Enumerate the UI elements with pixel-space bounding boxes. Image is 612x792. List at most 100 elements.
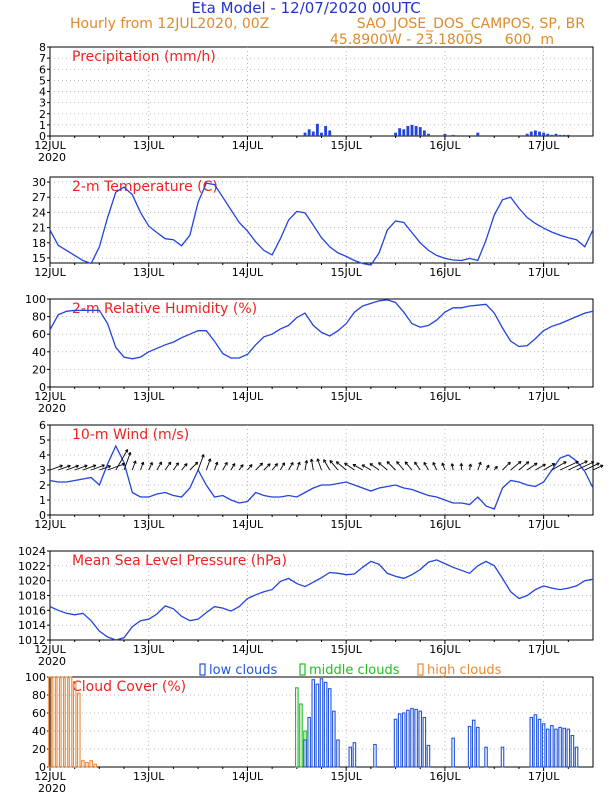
cloud-bar <box>426 744 431 768</box>
header-coords: 45.8900W - 23.1800S 600 m <box>330 32 554 48</box>
y-tick-label: 100 <box>25 293 46 306</box>
chart-title: Eta Model - 12/07/2020 00UTC <box>191 0 420 17</box>
precip-bar <box>427 133 430 136</box>
x-tick-label: 12JUL <box>34 139 66 152</box>
wind-arrow <box>323 459 331 471</box>
wind-arrow-head <box>432 462 436 465</box>
wind-arrow-head <box>323 459 327 462</box>
precip-bar <box>533 130 537 136</box>
cloud-bar <box>562 727 566 768</box>
wind-arrow-head <box>496 466 498 470</box>
wind-arrow <box>535 463 546 471</box>
wind-arrow <box>477 461 482 471</box>
wind-arrow <box>181 463 188 471</box>
panel-title: Mean Sea Level Pressure (hPa) <box>72 553 287 569</box>
cloud-bar <box>81 760 85 768</box>
x-tick-label: 13JUL <box>133 139 165 152</box>
precip-bar <box>315 123 319 136</box>
x-tick-label: 12JUL <box>34 643 66 656</box>
y-tick-label: 60 <box>32 328 46 341</box>
y-tick-label: 80 <box>32 689 46 702</box>
precip-bar <box>566 134 570 136</box>
y-tick-label: 1 <box>39 119 46 132</box>
cloud-bar <box>68 676 73 768</box>
x-tick-label: 14JUL <box>232 390 264 403</box>
cloud-bar <box>319 678 324 768</box>
cloud-bar <box>299 703 303 768</box>
wind-arrow <box>131 460 137 471</box>
wind-arrow <box>156 461 162 471</box>
y-tick-label: 1020 <box>18 575 46 588</box>
y-tick-label: 15 <box>32 252 46 265</box>
x-tick-label: 12JUL <box>34 390 66 403</box>
x-tick-label: 17JUL <box>528 266 560 279</box>
y-tick-label: 5 <box>39 434 46 447</box>
x-tick-label: 13JUL <box>133 266 165 279</box>
cloud-bar <box>397 713 402 768</box>
wind-arrow-head <box>317 458 320 462</box>
cloud-bar <box>541 723 546 768</box>
wind-arrow-head <box>250 464 253 468</box>
cloud-bar <box>348 746 353 768</box>
legend-swatch <box>417 663 424 676</box>
cloud-bar <box>352 742 357 768</box>
wind-arrow-head <box>527 461 530 465</box>
x-tick-label: 17JUL <box>528 770 560 783</box>
x-tick-label: 17JUL <box>528 643 560 656</box>
wind-arrow <box>344 462 355 471</box>
y-tick-label: 6 <box>39 63 46 76</box>
cloud-bar <box>418 710 423 768</box>
cloud-bar <box>315 683 320 768</box>
x-tick-label: 16JUL <box>429 390 461 403</box>
wind-arrow <box>310 458 314 471</box>
wind-arrow <box>99 465 111 471</box>
wind-arrow-head <box>276 463 278 467</box>
x-tick-label: 14JUL <box>232 643 264 656</box>
y-tick-label: 3 <box>39 464 46 477</box>
cloud-bar <box>422 716 427 768</box>
x-tick-label: 13JUL <box>133 390 165 403</box>
precip-bar <box>558 134 562 136</box>
panel-cloud: 0 20 40 60 80 100 12JUL 13JUL 14JUL 15JUL 16JUL 17J… <box>25 663 594 792</box>
cloud-bar <box>295 687 299 768</box>
wind-arrow <box>189 461 199 471</box>
cloud-bar <box>414 708 418 768</box>
cloud-bar <box>52 676 56 768</box>
cloud-bar <box>410 707 414 768</box>
panel-temp: 15 18 21 24 27 30 12JUL 13JUL 14JUL 15JUL 16JUL 17J… <box>32 176 594 279</box>
wind-arrow <box>296 461 301 471</box>
cloud-bar <box>373 743 377 768</box>
y-tick-label: 4 <box>39 86 46 99</box>
wind-arrow <box>432 462 438 471</box>
x-tick-label: 16JUL <box>429 643 461 656</box>
wind-arrow-head <box>442 462 445 466</box>
wind-arrow <box>58 465 71 471</box>
wind-arrow <box>271 463 278 471</box>
precip-bar <box>451 134 455 136</box>
wind-arrow <box>107 463 125 471</box>
precip-bar <box>320 132 323 136</box>
legend-label: low clouds <box>209 663 278 678</box>
x-tick-label: 12JUL <box>34 518 66 531</box>
y-tick-label: 24 <box>32 206 46 219</box>
cloud-bar <box>323 681 328 768</box>
wind-arrow <box>247 464 253 471</box>
precip-bar <box>525 133 529 136</box>
x-tick-label: 13JUL <box>133 770 165 783</box>
wind-arrow-head <box>186 463 188 467</box>
y-tick-label: 20 <box>32 743 46 756</box>
wind-arrow <box>414 461 421 471</box>
cloud-bar <box>303 739 307 768</box>
wind-arrow <box>214 461 218 471</box>
wind-arrow-head <box>591 461 595 465</box>
wind-arrow-head <box>196 462 199 466</box>
wind-arrow <box>82 464 97 471</box>
wind-arrow <box>336 461 347 471</box>
panel-title: 2-m Relative Humidity (%) <box>72 301 257 317</box>
y-tick-label: 0 <box>39 761 46 774</box>
wind-arrow <box>316 458 322 471</box>
wind-arrow <box>230 463 236 471</box>
y-tick-label: 21 <box>32 222 46 235</box>
panel-title: 2-m Temperature (C) <box>72 179 218 195</box>
